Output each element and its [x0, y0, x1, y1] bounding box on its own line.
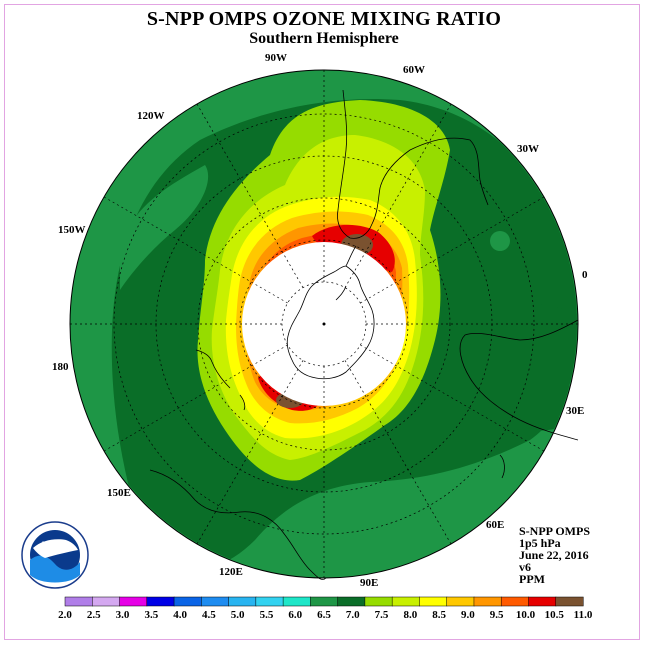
info-version: v6 [519, 560, 531, 574]
info-units: PPM [519, 572, 545, 586]
noaa-logo: NOAA [21, 521, 89, 589]
antarctica-coastline [286, 265, 375, 380]
meridian-line [196, 103, 304, 288]
south-america-coastline [337, 89, 489, 239]
lon-label-90e: 90E [360, 577, 378, 589]
lon-label-30e: 30E [566, 405, 584, 417]
meridian-line [103, 196, 288, 304]
logo-text: NOAA [42, 540, 69, 550]
longitude-labels: 90W 60W 30W 0 30E 60E 90E 120E 150E 180 … [52, 52, 588, 589]
meridian-line [196, 360, 304, 545]
info-block: S-NPP OMPS 1p5 hPa June 22, 2016 v6 PPM [519, 525, 590, 585]
coastlines [149, 89, 579, 580]
lon-label-150w: 150W [58, 224, 86, 236]
lon-label-120w: 120W [137, 110, 165, 122]
contour-6-5-west [120, 165, 209, 290]
lon-label-90w: 90W [265, 52, 287, 64]
map-boundary [69, 69, 579, 579]
madagascar-coastline [499, 454, 505, 479]
lon-label-30w: 30W [517, 143, 539, 155]
contour-6-5-spot [490, 231, 510, 251]
lon-label-180: 180 [52, 361, 69, 373]
plot-frame [4, 4, 640, 640]
australia-coastline [149, 469, 327, 580]
map-title: S-NPP OMPS OZONE MIXING RATIO [146, 8, 502, 30]
info-date: June 22, 2016 [519, 548, 589, 562]
south-pole-marker [322, 322, 326, 326]
new-zealand-coastline [195, 349, 246, 411]
meridian-line [344, 360, 452, 545]
map-subtitle: Southern Hemisphere [249, 30, 399, 47]
info-instrument: S-NPP OMPS [519, 524, 590, 538]
lon-label-60w: 60W [403, 64, 425, 76]
lon-label-150e: 150E [107, 487, 131, 499]
meridians [70, 70, 578, 578]
meridian-line [344, 103, 452, 288]
lon-label-60e: 60E [486, 519, 504, 531]
meridian-line [360, 196, 545, 304]
africa-coastline [459, 319, 579, 441]
meridian-line [360, 344, 545, 452]
graticule [70, 70, 578, 578]
lon-label-120e: 120E [219, 566, 243, 578]
lon-label-0: 0 [582, 269, 588, 281]
info-level: 1p5 hPa [519, 536, 561, 550]
meridian-line [103, 344, 288, 452]
